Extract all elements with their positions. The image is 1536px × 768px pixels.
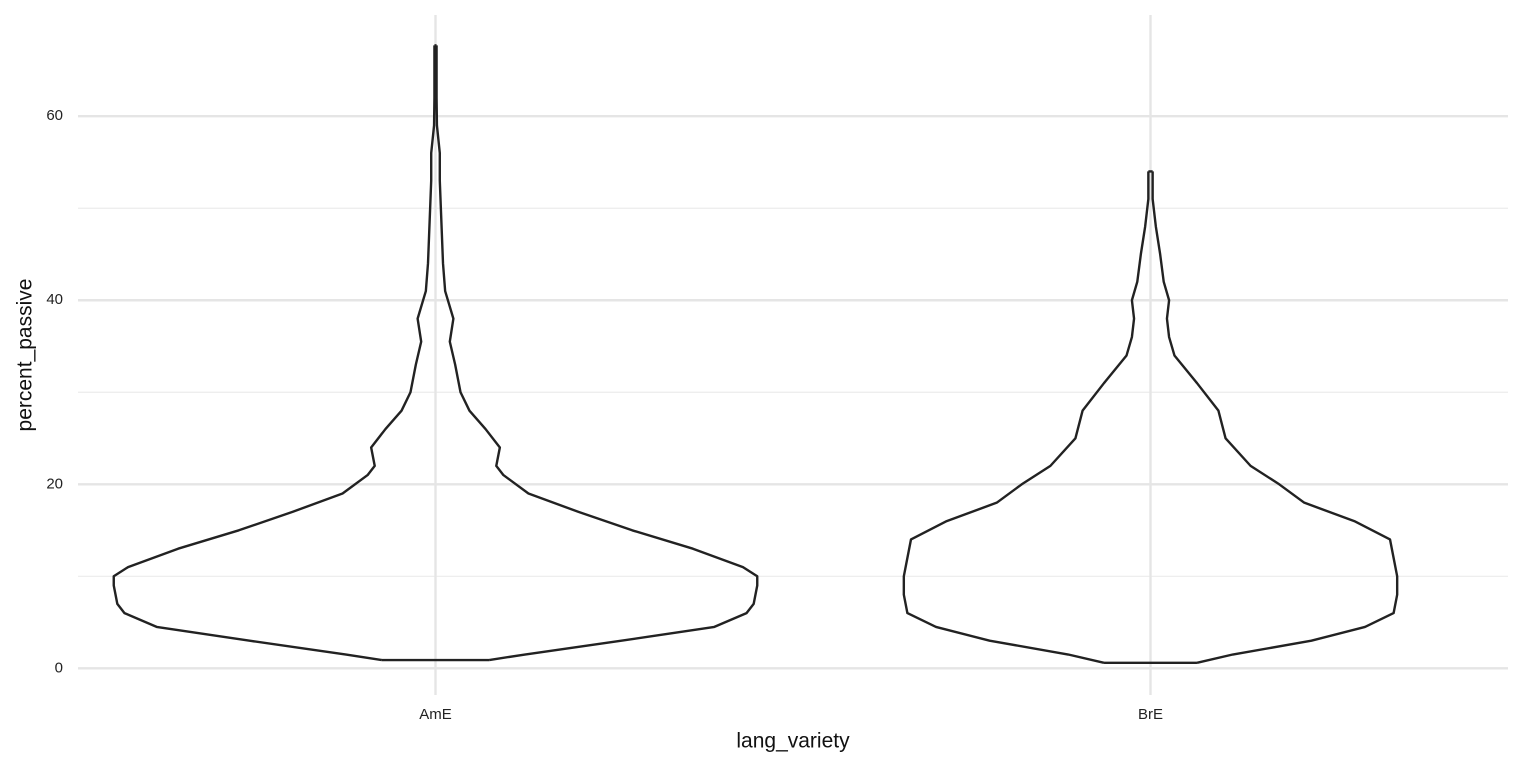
violin-outline	[112, 45, 436, 662]
y-tick-label: 0	[55, 659, 63, 676]
x-tick-label: AmE	[419, 706, 452, 723]
violin-outline	[435, 45, 759, 662]
x-axis-title: lang_variety	[736, 730, 850, 753]
y-tick-label: 20	[46, 475, 63, 492]
y-tick-label: 60	[46, 107, 63, 124]
x-tick-label: BrE	[1138, 706, 1163, 723]
violin-outline	[902, 171, 1150, 664]
y-tick-label: 40	[46, 291, 63, 308]
violin-outline	[1151, 171, 1399, 664]
y-axis-title: percent_passive	[14, 279, 37, 432]
